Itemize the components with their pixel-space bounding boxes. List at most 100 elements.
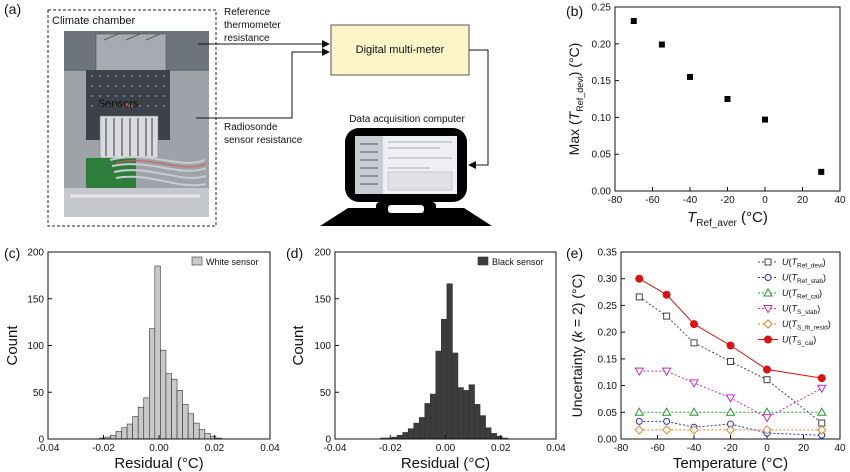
y-tick-label: 0.05 — [598, 408, 618, 419]
histogram-bar — [110, 434, 117, 440]
histogram-bar — [204, 433, 211, 440]
histogram-bar — [193, 422, 200, 440]
legend-marker — [763, 319, 773, 329]
y-tick-label: 150 — [314, 294, 331, 305]
sensors-label: Sensors — [98, 98, 139, 110]
x-axis-label: Residual (°C) — [114, 455, 203, 472]
series-point — [663, 312, 671, 320]
histogram-bar — [430, 393, 437, 440]
histogram-bar — [402, 432, 409, 440]
radiosonde-signal-arrow — [196, 48, 330, 119]
series-point — [635, 274, 644, 283]
series-point — [661, 425, 672, 435]
histogram-bar — [490, 433, 497, 440]
chart-white-sensor-histogram: -0.04 -0.02 0.00 0.02 0.04 0 50 100 150 200 White … — [4, 248, 280, 472]
histogram-bar — [154, 265, 161, 440]
x-tick-label: 40 — [834, 443, 846, 454]
histogram-bar — [474, 404, 481, 440]
legend-label: Black sensor — [492, 257, 544, 267]
computer-label: Data acquisition computer — [349, 114, 465, 125]
legend-label: U(TRef_cal) — [782, 288, 822, 301]
x-tick-label: -0.02 — [92, 443, 115, 454]
histogram-bar — [479, 415, 486, 440]
y-tick-label: 0.10 — [598, 381, 618, 392]
scatter-point — [630, 17, 637, 24]
histogram-bar — [143, 397, 150, 440]
x-tick-label: 0.04 — [546, 443, 566, 454]
panel-label-c: (c) — [4, 245, 20, 261]
legend-marker — [763, 287, 773, 297]
y-tick-label: 50 — [320, 388, 332, 399]
digital-multimeter-label: Digital multi-meter — [356, 44, 445, 56]
y-tick-label: 0.25 — [592, 3, 612, 14]
series-point — [690, 320, 698, 329]
y-tick-label: 0 — [325, 435, 331, 446]
legend-label: U(TS_cal) — [782, 335, 816, 348]
x-tick-label: -20 — [723, 443, 738, 454]
climate-chamber-photo — [64, 31, 209, 217]
histogram-bar — [121, 427, 128, 440]
series-point — [663, 417, 671, 425]
series-point — [725, 407, 736, 416]
legend-marker — [764, 258, 772, 266]
x-axis-label: Temperature (°C) — [673, 455, 788, 472]
chart-uncertainty: -80 -60 -40 -20 0 20 40 0.00 0.05 0.10 0.15 0.20 0.2… — [569, 248, 846, 472]
series-point — [635, 293, 643, 301]
series-point — [763, 376, 771, 384]
x-tick-label: 0.00 — [149, 443, 169, 454]
legend-marker — [764, 335, 772, 344]
legend-swatch — [477, 256, 489, 266]
series-line — [639, 420, 822, 436]
series-point — [634, 407, 645, 416]
series-point — [661, 367, 672, 377]
y-tick-label: 100 — [314, 341, 331, 352]
series-point — [689, 407, 699, 416]
panel-label-b: (b) — [566, 3, 583, 19]
scatter-point — [658, 41, 665, 48]
x-tick-label: 20 — [797, 195, 809, 206]
histogram-bar — [396, 434, 403, 440]
series-point — [689, 425, 699, 435]
climate-chamber-label: Climate chamber — [52, 15, 135, 27]
y-axis-label: Max (TRef_devi) (°C) — [566, 43, 585, 156]
x-tick-label: 0 — [762, 195, 768, 206]
y-tick-label: 150 — [27, 294, 44, 305]
series-point — [818, 419, 826, 427]
histogram-bar — [165, 373, 172, 440]
histogram-bar — [418, 417, 426, 440]
y-tick-label: 0.20 — [592, 39, 612, 50]
x-tick-label: -0.04 — [324, 443, 347, 454]
legend-label: U(TRef_stab) — [782, 273, 826, 286]
x-tick-label: -40 — [683, 195, 698, 206]
y-tick-label: 100 — [27, 341, 44, 352]
x-tick-label: 0.00 — [436, 443, 456, 454]
series-point — [635, 417, 643, 425]
scatter-point — [762, 116, 768, 123]
series-point — [661, 407, 672, 416]
series-point — [816, 384, 827, 394]
perforated-panel-holes — [91, 75, 165, 107]
histogram-bar — [182, 404, 189, 440]
x-tick-label: -80 — [614, 443, 629, 454]
series-point — [817, 374, 826, 383]
x-tick-label: -0.02 — [379, 443, 402, 454]
x-tick-label: -40 — [687, 443, 702, 454]
y-tick-label: 0.15 — [592, 76, 612, 87]
series-line — [639, 278, 822, 379]
x-tick-label: 0.02 — [491, 443, 511, 454]
digital-multimeter-box — [330, 24, 470, 76]
x-tick-label: 0.04 — [260, 443, 280, 454]
histogram-bar — [132, 416, 139, 440]
histogram-bar — [457, 387, 464, 440]
data-signal-arrow — [468, 49, 489, 169]
legend-marker — [764, 274, 772, 281]
y-tick-label: 0.05 — [592, 150, 612, 161]
setup-diagram: (a) Climate chamber Sensors — [4, 1, 492, 227]
panel-label-e: (e) — [566, 245, 583, 261]
series-point — [817, 425, 827, 435]
histogram-bar — [115, 431, 122, 440]
histogram-bar — [160, 349, 167, 440]
series-point — [634, 425, 644, 435]
y-tick-label: 0.10 — [592, 113, 612, 124]
series-point — [726, 341, 735, 350]
